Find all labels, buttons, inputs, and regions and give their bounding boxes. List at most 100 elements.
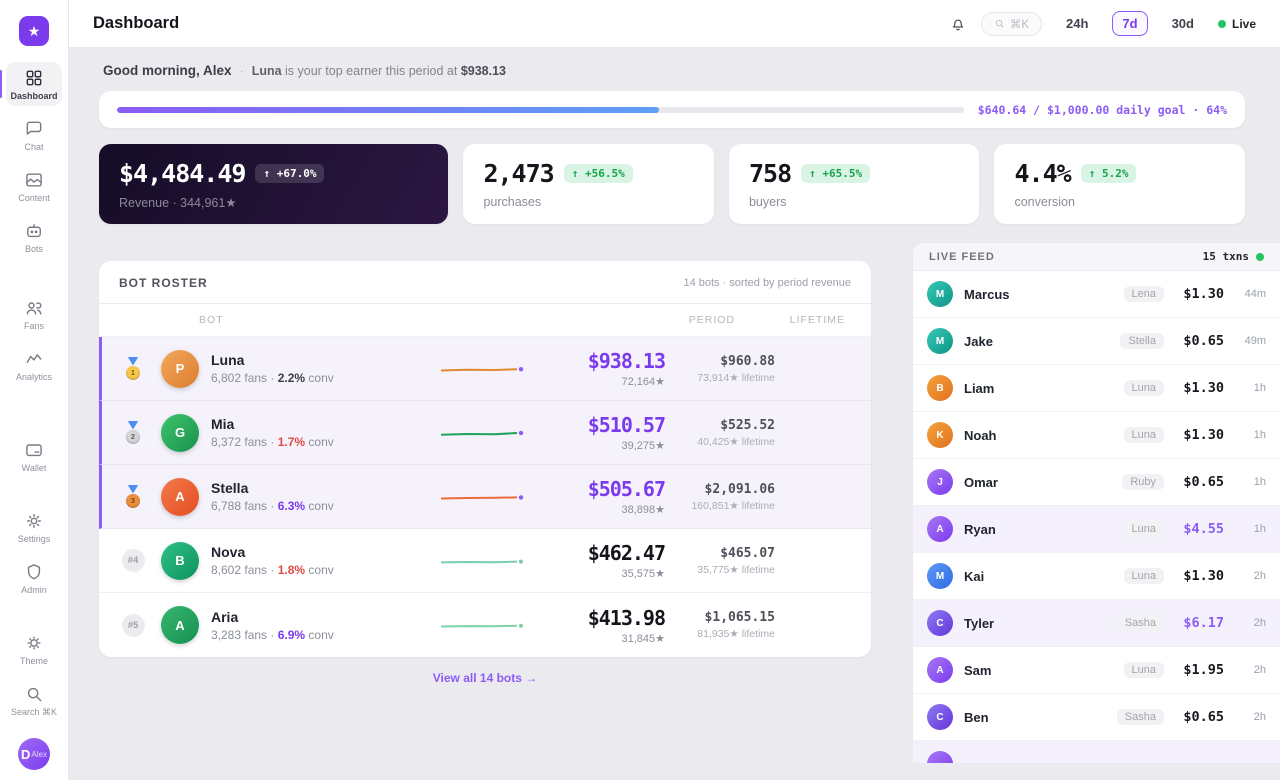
buyer-avatar xyxy=(927,751,953,763)
period-stars: 72,164★ xyxy=(621,376,665,388)
feed-row[interactable]: C Ben Sasha $0.65 2h xyxy=(913,694,1280,741)
notification-bell-button[interactable] xyxy=(949,15,967,33)
search-shortcut-button[interactable]: ⌘K xyxy=(980,11,1042,36)
greeting-text: Good morning, Alex xyxy=(103,63,232,78)
bot-row-nova[interactable]: #4 B Nova 8,602 fans · 1.8% conv $462.47… xyxy=(99,529,871,593)
sparkline xyxy=(439,553,535,569)
sidebar-item-search[interactable]: Search ⌘K xyxy=(6,678,62,723)
bot-row-luna[interactable]: 1 P Luna 6,802 fans · 2.2% conv $938.13 7… xyxy=(99,337,871,401)
view-all-bots-link[interactable]: View all 14 bots → xyxy=(432,671,538,685)
txn-count: 15 txns xyxy=(1202,250,1249,263)
txn-amount: $0.65 xyxy=(1183,709,1224,725)
bot-substats: 6,802 fans · 2.2% conv xyxy=(211,371,334,385)
roster-title: BOT ROSTER xyxy=(119,276,208,290)
sidebar-label: Admin xyxy=(21,585,47,595)
txn-amount: $1.95 xyxy=(1183,662,1224,678)
lifetime-amount: $1,065.15 xyxy=(704,610,775,625)
stat-sublabel: conversion xyxy=(1014,195,1075,209)
sidebar-item-chat[interactable]: Chat xyxy=(6,113,62,157)
bot-row-stella[interactable]: 3 A Stella 6,788 fans · 6.3% conv $505.6… xyxy=(99,465,871,529)
rank-badge: #5 xyxy=(121,613,145,637)
feed-row-partial[interactable] xyxy=(913,741,1280,763)
period-stars: 39,275★ xyxy=(621,440,665,452)
sidebar-item-content[interactable]: Content xyxy=(6,164,62,208)
stat-sublabel: buyers xyxy=(748,195,787,209)
daily-goal-card: $640.64 / $1,000.00 daily goal · 64% xyxy=(99,91,1245,128)
avatar-name: Alex xyxy=(31,749,47,759)
stat-card-conversion: 4.4% ↑ 5.2% conversion xyxy=(994,144,1245,224)
period-stars: 35,575★ xyxy=(621,568,665,580)
bot-tag: Luna xyxy=(1123,521,1164,537)
txn-amount: $0.65 xyxy=(1183,333,1224,349)
buyer-avatar: K xyxy=(927,422,953,448)
range-30d-button[interactable]: 30d xyxy=(1171,16,1194,31)
stat-value: $4,484.49 xyxy=(119,159,246,188)
txn-time: 2h xyxy=(1253,711,1266,723)
bronze-medal-icon: 3 xyxy=(124,484,142,509)
sidebar-item-fans[interactable]: Fans xyxy=(6,292,62,336)
feed-row[interactable]: K Noah Luna $1.30 1h xyxy=(913,412,1280,459)
bell-icon xyxy=(952,19,963,30)
buyer-avatar: B xyxy=(927,375,953,401)
period-amount: $505.67 xyxy=(587,477,666,501)
feed-row[interactable]: M Marcus Lena $1.30 44m xyxy=(913,271,1280,318)
buyer-avatar: C xyxy=(927,704,953,730)
feed-row[interactable]: M Jake Stella $0.65 49m xyxy=(913,318,1280,365)
buyer-avatar: M xyxy=(927,281,953,307)
user-avatar[interactable]: D Alex xyxy=(18,738,50,770)
sidebar-label: Wallet xyxy=(21,463,47,473)
sidebar-item-dashboard[interactable]: Dashboard xyxy=(0,62,62,106)
buyer-avatar: A xyxy=(927,657,953,683)
sidebar-label: Search ⌘K xyxy=(10,707,58,717)
feed-row[interactable]: A Sam Luna $1.95 2h xyxy=(913,647,1280,694)
sidebar-label: Settings xyxy=(17,534,51,544)
txn-time: 1h xyxy=(1253,382,1266,394)
greeting-subtext: Luna is your top earner this period at $… xyxy=(251,63,506,78)
sidebar-item-settings[interactable]: Settings xyxy=(6,505,62,549)
bot-name: Aria xyxy=(211,608,239,625)
live-feed-panel: LIVE FEED 15 txns M Marcus Lena $1.30 44… xyxy=(912,242,1280,764)
live-dot-icon xyxy=(1256,252,1264,261)
sidebar-item-analytics[interactable]: Analytics xyxy=(6,343,62,387)
feed-row[interactable]: J Omar Ruby $0.65 1h xyxy=(913,459,1280,506)
sidebar-item-wallet[interactable]: Wallet xyxy=(6,434,62,478)
bot-tag: Luna xyxy=(1123,662,1164,678)
chat-icon xyxy=(26,121,42,135)
txn-time: 1h xyxy=(1253,523,1266,535)
feed-row[interactable]: B Liam Luna $1.30 1h xyxy=(913,365,1280,412)
stat-delta-badge: ↑ +67.0% xyxy=(255,164,325,183)
bot-tag: Ruby xyxy=(1122,474,1164,490)
buyer-avatar: M xyxy=(927,328,953,354)
sidebar-item-bots[interactable]: Bots xyxy=(6,215,62,259)
goal-label: $640.64 / $1,000.00 daily goal · 64% xyxy=(977,102,1227,117)
feed-row[interactable]: C Tyler Sasha $6.17 2h xyxy=(913,600,1280,647)
lifetime-stars: 160,851★ lifetime xyxy=(691,499,775,512)
sidebar-label: Bots xyxy=(24,244,43,254)
range-24h-button[interactable]: 24h xyxy=(1066,16,1089,31)
txn-amount: $0.65 xyxy=(1183,474,1224,490)
bot-name: Nova xyxy=(211,544,246,560)
app-logo[interactable]: ★ xyxy=(19,16,49,46)
sidebar-item-admin[interactable]: Admin xyxy=(6,556,62,600)
range-7d-button[interactable]: 7d xyxy=(1112,11,1148,36)
robot-icon xyxy=(27,224,41,238)
greeting-bar: Good morning, Alex · Luna is your top ea… xyxy=(103,63,506,78)
bot-row-aria[interactable]: #5 A Aria 3,283 fans · 6.9% conv $413.98… xyxy=(99,593,871,657)
bot-avatar: B xyxy=(161,541,199,580)
bot-tag: Sasha xyxy=(1116,709,1164,725)
bot-row-mia[interactable]: 2 G Mia 8,372 fans · 1.7% conv $510.57 39… xyxy=(99,401,871,465)
lifetime-amount: $525.52 xyxy=(720,417,775,433)
image-icon xyxy=(26,173,42,187)
sidebar-item-theme[interactable]: Theme xyxy=(6,627,62,671)
txn-time: 2h xyxy=(1253,664,1266,676)
feed-row[interactable]: M Kai Luna $1.30 2h xyxy=(913,553,1280,600)
feed-row[interactable]: A Ryan Luna $4.55 1h xyxy=(913,506,1280,553)
lifetime-stars: 35,775★ lifetime xyxy=(697,563,775,576)
txn-amount: $6.17 xyxy=(1183,615,1224,631)
content-scroll: Good morning, Alex · Luna is your top ea… xyxy=(69,48,1280,780)
txn-amount: $1.30 xyxy=(1183,380,1224,396)
txn-time: 2h xyxy=(1253,617,1266,629)
bot-substats: 8,602 fans · 1.8% conv xyxy=(211,563,334,577)
stat-value: 758 xyxy=(748,159,792,188)
live-dot-icon xyxy=(1217,19,1226,28)
